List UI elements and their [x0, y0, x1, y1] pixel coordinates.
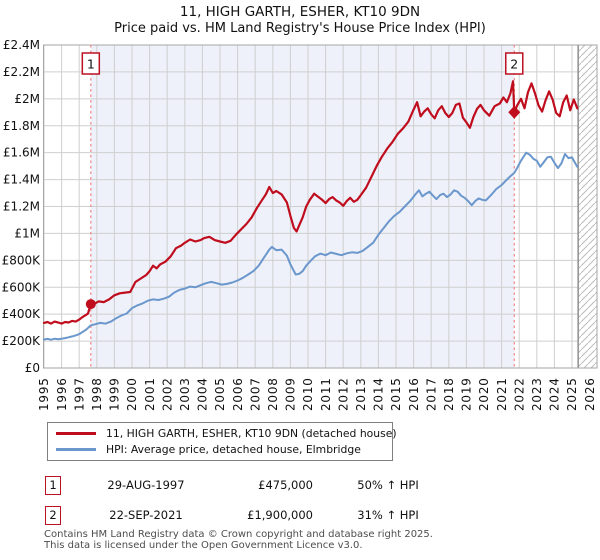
x-tick-label: 2007: [248, 377, 262, 411]
legend-row-2: HPI: Average price, detached house, Elmb…: [48, 442, 392, 458]
y-tick-label: £1M: [14, 226, 40, 240]
footer-line-1: Contains HM Land Registry data © Crown c…: [44, 529, 433, 540]
sale-price-2: £1,900,000: [247, 508, 313, 522]
y-tick-label: £0: [25, 361, 40, 375]
x-tick-label: 2013: [354, 377, 368, 411]
x-tick-label: 2011: [319, 377, 333, 411]
page-subtitle: Price paid vs. HM Land Registry's House …: [114, 21, 486, 36]
sale-date-2: 22-SEP-2021: [109, 508, 183, 522]
x-tick-label: 2015: [389, 377, 403, 411]
x-tick-label: 1998: [90, 377, 104, 411]
license-footer: Contains HM Land Registry data © Crown c…: [44, 529, 584, 551]
y-tick-label: £2.4M: [3, 38, 40, 52]
chart-legend: 11, HIGH GARTH, ESHER, KT10 9DN (detache…: [47, 422, 397, 461]
x-tick-label: 2004: [196, 377, 210, 411]
x-tick-label: 2025: [565, 377, 579, 411]
legend-line-swatch-1: [56, 431, 96, 435]
y-tick-label: £1.8M: [3, 119, 40, 133]
footer-line-2: This data is licensed under the Open Gov…: [44, 539, 363, 551]
x-tick-label: 2001: [143, 377, 157, 411]
x-tick-label: 2022: [512, 377, 526, 411]
y-tick-label: £1.6M: [3, 146, 40, 160]
x-tick-label: 2003: [178, 377, 192, 411]
x-tick-label: 1999: [108, 377, 122, 411]
x-tick-label: 2024: [548, 377, 562, 411]
x-tick-label: 2000: [125, 377, 139, 411]
x-tick-label: 2006: [231, 377, 245, 411]
x-tick-label: 2014: [372, 377, 386, 411]
sale-number-badge-1: 1: [45, 476, 61, 495]
sale-flag-number-2: 2: [510, 57, 518, 72]
sale-marker-2: [508, 105, 521, 119]
y-tick-label: £200K: [2, 334, 42, 348]
sale-flag-box-1: [81, 52, 101, 75]
sale-hpi-delta-2: 31% ↑ HPI: [357, 508, 419, 522]
sale-annotation-row-1: 1 29-AUG-1997 £475,000 50% ↑ HPI: [45, 476, 565, 497]
x-tick-label: 2018: [442, 377, 456, 411]
x-tick-label: 2002: [160, 377, 174, 411]
x-tick-label: 2009: [284, 377, 298, 411]
sale-flag-number-1: 1: [87, 57, 95, 72]
sale-annotation-row-2: 2 22-SEP-2021 £1,900,000 31% ↑ HPI: [45, 506, 565, 527]
sale-flag-box-2: [505, 52, 524, 75]
x-tick-label: 2026: [583, 377, 597, 411]
x-tick-label: 2008: [266, 377, 280, 411]
sale-price-1: £475,000: [258, 478, 313, 492]
sale-number-badge-2: 2: [45, 506, 61, 525]
legend-row-1: 11, HIGH GARTH, ESHER, KT10 9DN (detache…: [48, 425, 397, 441]
y-tick-label: £2M: [14, 92, 40, 106]
x-tick-label: 2021: [495, 377, 509, 411]
x-tick-label: 2019: [460, 377, 474, 411]
page-title: 11, HIGH GARTH, ESHER, KT10 9DN: [179, 4, 421, 20]
legend-line-swatch-2: [56, 448, 96, 452]
price-history-chart: 1 2 £0 £200K £400K £600K £800K £1M £1.2M £1.4M £1.…: [2, 38, 598, 411]
y-tick-label: £1.4M: [3, 173, 40, 187]
x-tick-label: 2020: [477, 377, 491, 411]
sale-hpi-delta-1: 50% ↑ HPI: [357, 478, 419, 492]
x-tick-label: 2023: [530, 377, 544, 411]
x-tick-label: 1996: [55, 377, 69, 411]
x-tick-label: 1997: [72, 377, 86, 411]
y-tick-label: £1.2M: [3, 200, 40, 214]
legend-label-2: HPI: Average price, detached house, Elmb…: [106, 443, 361, 457]
x-tick-label: 2012: [336, 377, 350, 411]
x-tick-label: 2005: [213, 377, 227, 411]
property-price-line: [42, 80, 579, 325]
y-tick-label: £800K: [2, 253, 42, 267]
y-tick-label: £2.2M: [3, 65, 40, 79]
plot-border: [43, 44, 598, 369]
sale-marker-1: [85, 299, 96, 310]
sale-date-1: 29-AUG-1997: [107, 478, 185, 492]
legend-label-1: 11, HIGH GARTH, ESHER, KT10 9DN (detache…: [106, 426, 397, 440]
x-tick-label: 2016: [407, 377, 421, 411]
x-tick-label: 2010: [301, 377, 315, 411]
y-tick-label: £400K: [2, 307, 42, 321]
x-tick-label: 2017: [424, 377, 438, 411]
x-tick-label: 1995: [37, 377, 51, 411]
future-region-hatch: [578, 45, 597, 368]
y-tick-label: £600K: [2, 280, 42, 294]
hpi-average-line: [43, 151, 579, 341]
